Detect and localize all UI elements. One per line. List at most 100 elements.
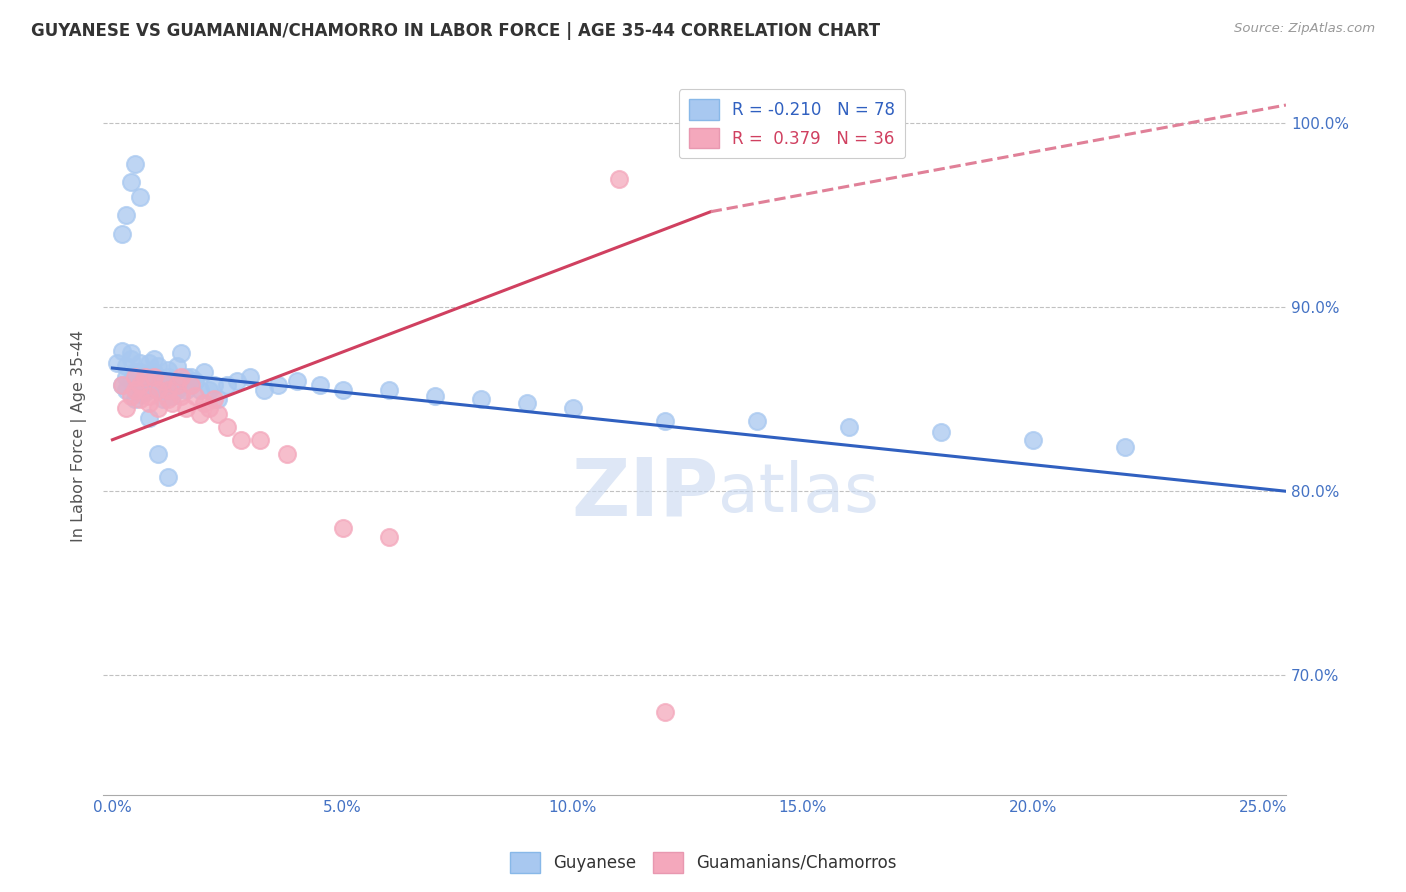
Point: [124, 392, 146, 407]
Point: [174, 401, 197, 416]
Point: [377, 530, 399, 544]
Point: [142, 377, 165, 392]
Point: [124, 370, 146, 384]
Point: [124, 157, 146, 171]
Point: [129, 377, 152, 392]
Point: [142, 370, 165, 384]
Point: [115, 208, 138, 222]
Point: [129, 386, 152, 401]
Point: [138, 381, 160, 395]
Point: [180, 370, 202, 384]
Point: [1114, 440, 1136, 454]
Point: [148, 359, 170, 374]
Point: [115, 359, 138, 374]
Text: GUYANESE VS GUAMANIAN/CHAMORRO IN LABOR FORCE | AGE 35-44 CORRELATION CHART: GUYANESE VS GUAMANIAN/CHAMORRO IN LABOR …: [31, 22, 880, 40]
Point: [377, 383, 399, 397]
Point: [120, 346, 142, 360]
Point: [142, 351, 165, 366]
Point: [929, 425, 952, 440]
Point: [156, 383, 179, 397]
Point: [134, 374, 156, 388]
Point: [225, 374, 247, 388]
Point: [174, 370, 197, 384]
Point: [134, 384, 156, 399]
Y-axis label: In Labor Force | Age 35-44: In Labor Force | Age 35-44: [72, 330, 87, 542]
Point: [111, 377, 134, 392]
Point: [193, 365, 215, 379]
Point: [129, 355, 152, 369]
Point: [129, 190, 152, 204]
Legend: Guyanese, Guamanians/Chamorros: Guyanese, Guamanians/Chamorros: [503, 846, 903, 880]
Point: [162, 396, 184, 410]
Point: [180, 377, 202, 392]
Point: [170, 370, 193, 384]
Point: [115, 383, 138, 397]
Point: [148, 383, 170, 397]
Point: [180, 377, 202, 392]
Point: [470, 392, 492, 407]
Point: [156, 377, 179, 392]
Point: [654, 414, 676, 428]
Point: [207, 392, 229, 407]
Point: [138, 389, 160, 403]
Point: [267, 377, 290, 392]
Point: [239, 370, 262, 384]
Point: [124, 377, 146, 392]
Point: [148, 383, 170, 397]
Point: [152, 374, 174, 388]
Point: [111, 227, 134, 241]
Point: [838, 420, 860, 434]
Point: [148, 447, 170, 461]
Point: [111, 377, 134, 392]
Point: [253, 383, 276, 397]
Point: [115, 370, 138, 384]
Point: [198, 401, 221, 416]
Point: [202, 392, 225, 407]
Point: [188, 383, 211, 397]
Point: [138, 355, 160, 369]
Point: [193, 396, 215, 410]
Point: [166, 377, 188, 392]
Point: [170, 389, 193, 403]
Point: [1022, 433, 1045, 447]
Point: [332, 521, 354, 535]
Point: [217, 377, 239, 392]
Point: [111, 344, 134, 359]
Point: [745, 414, 768, 428]
Text: Source: ZipAtlas.com: Source: ZipAtlas.com: [1234, 22, 1375, 36]
Point: [166, 383, 188, 397]
Point: [129, 377, 152, 392]
Point: [120, 374, 142, 388]
Point: [138, 367, 160, 381]
Point: [174, 383, 197, 397]
Point: [217, 420, 239, 434]
Point: [332, 383, 354, 397]
Point: [276, 447, 298, 461]
Point: [120, 351, 142, 366]
Point: [138, 410, 160, 425]
Legend: R = -0.210   N = 78, R =  0.379   N = 36: R = -0.210 N = 78, R = 0.379 N = 36: [679, 89, 905, 159]
Point: [654, 705, 676, 719]
Point: [156, 363, 179, 377]
Point: [561, 401, 583, 416]
Point: [124, 365, 146, 379]
Point: [184, 389, 207, 403]
Text: ZIP: ZIP: [571, 454, 718, 533]
Point: [188, 407, 211, 421]
Point: [152, 374, 174, 388]
Point: [308, 377, 330, 392]
Point: [129, 365, 152, 379]
Point: [170, 374, 193, 388]
Point: [120, 175, 142, 189]
Point: [129, 392, 152, 407]
Point: [170, 346, 193, 360]
Point: [162, 389, 184, 403]
Point: [202, 377, 225, 392]
Point: [285, 374, 308, 388]
Point: [607, 171, 630, 186]
Point: [134, 370, 156, 384]
Point: [166, 359, 188, 374]
Point: [423, 389, 446, 403]
Point: [156, 392, 179, 407]
Point: [142, 365, 165, 379]
